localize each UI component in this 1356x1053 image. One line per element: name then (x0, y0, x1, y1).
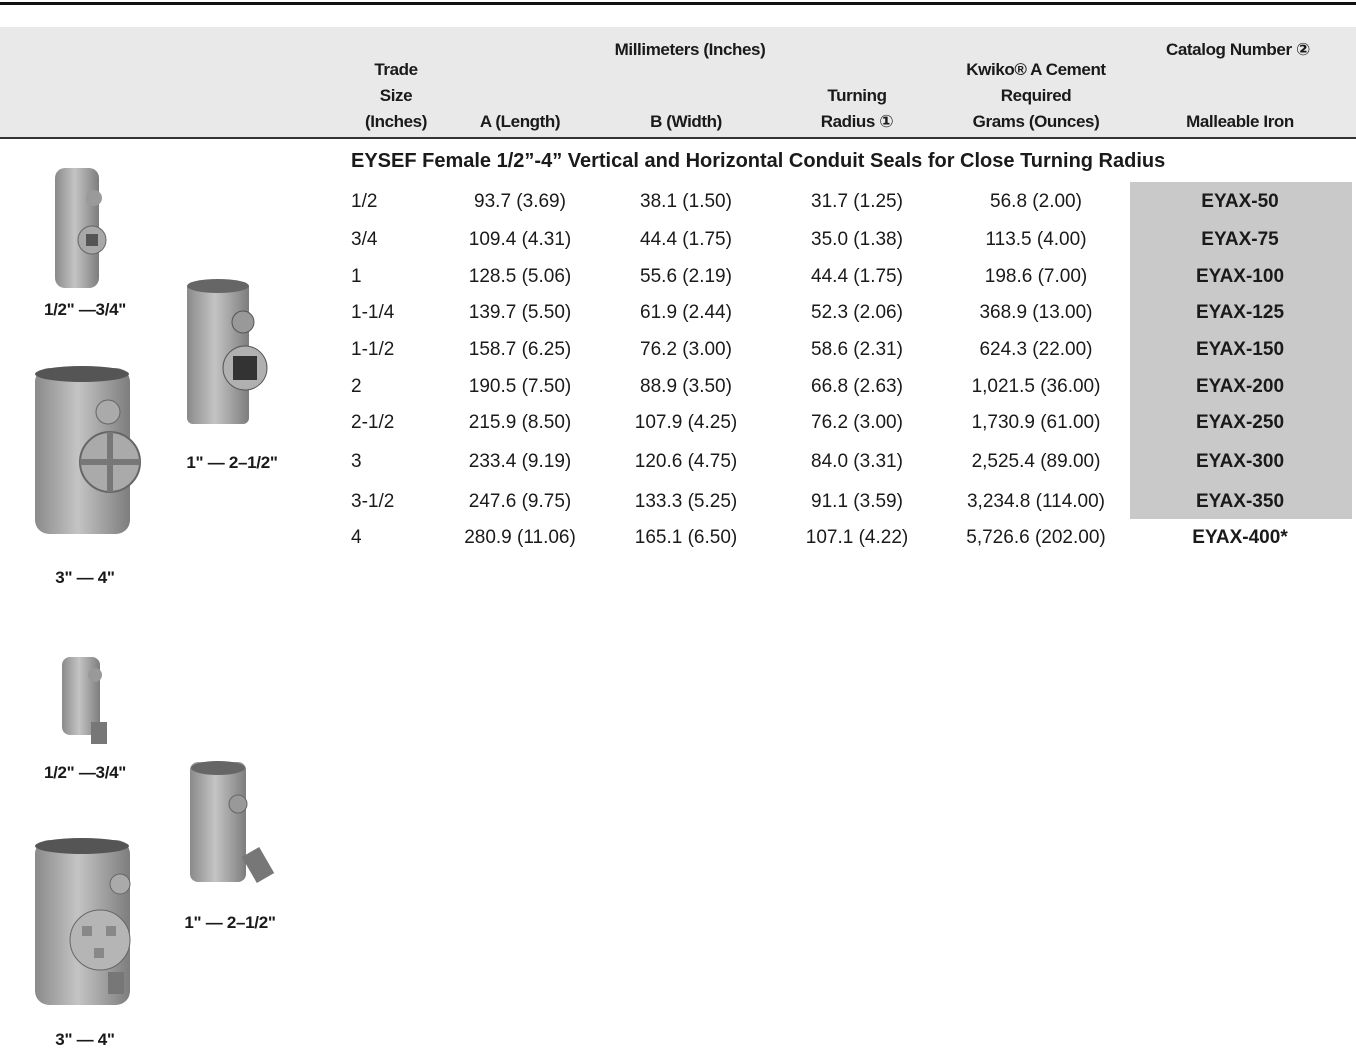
table-cell: EYAX-300 (1195, 451, 1285, 472)
table-cell: 133.3 (5.25) (634, 491, 738, 512)
table-cell: EYAX-250 (1195, 412, 1285, 433)
table-cell: 31.7 (1.25) (811, 191, 903, 212)
table-cell: 247.6 (9.75) (468, 491, 572, 512)
table-cell: EYAX-125 (1195, 302, 1285, 323)
table-cell: 56.8 (2.00) (990, 191, 1082, 212)
table-cell: EYAX-150 (1195, 339, 1285, 360)
table-cell: 280.9 (11.06) (464, 527, 576, 548)
column-header: (Inches) (365, 112, 427, 131)
table-cell: 52.3 (2.06) (811, 302, 903, 323)
top-rule (0, 2, 1356, 5)
table-cell: EYAX-100 (1195, 266, 1285, 287)
image-caption: 1" — 2–1/2" (184, 913, 276, 932)
table-cell: 1-1/4 (351, 302, 395, 323)
table-cell: 93.7 (3.69) (474, 191, 566, 212)
table-cell: 66.8 (2.63) (811, 376, 903, 397)
table-cell: 107.9 (4.25) (634, 412, 738, 433)
table-cell: 91.1 (3.59) (811, 491, 903, 512)
table-cell: 3/4 (351, 229, 378, 250)
column-header: Radius ① (820, 112, 894, 131)
table-cell: 198.6 (7.00) (984, 266, 1088, 287)
table-cell: 84.0 (3.31) (811, 451, 903, 472)
column-header: Trade (374, 60, 418, 79)
table-cell: 1,730.9 (61.00) (971, 412, 1101, 433)
table-cell: 2-1/2 (351, 412, 395, 433)
group-header: Millimeters (Inches) (614, 40, 766, 59)
column-header: Required (1000, 86, 1072, 105)
image-caption: 1" — 2–1/2" (186, 453, 278, 472)
table-cell: EYAX-50 (1201, 191, 1279, 212)
table-cell: 3-1/2 (351, 491, 395, 512)
table-cell: 1 (351, 266, 362, 287)
header-band (0, 27, 1356, 139)
table-cell: 158.7 (6.25) (468, 339, 572, 360)
table-cell: 190.5 (7.50) (468, 376, 572, 397)
table-cell: 44.4 (1.75) (640, 229, 732, 250)
fitting-small-2 (62, 657, 107, 744)
table-cell: 109.4 (4.31) (468, 229, 572, 250)
table-cell: 139.7 (5.50) (468, 302, 572, 323)
group-header: Catalog Number ② (1165, 40, 1311, 59)
table-cell: 1/2 (351, 191, 378, 212)
table-cell: 61.9 (2.44) (640, 302, 732, 323)
product-images (35, 168, 275, 1005)
table-cell: 76.2 (3.00) (640, 339, 732, 360)
fitting-medium-2 (190, 761, 275, 883)
table-cell: 58.6 (2.31) (811, 339, 903, 360)
table-cell: 128.5 (5.06) (468, 266, 572, 287)
table-cell: EYAX-400* (1192, 527, 1288, 548)
table-cell: 2 (351, 376, 362, 397)
table-cell: 107.1 (4.22) (805, 527, 909, 548)
fitting-large (35, 366, 141, 534)
table-cell: 55.6 (2.19) (640, 266, 732, 287)
table-cell: 2,525.4 (89.00) (971, 451, 1101, 472)
column-header: Grams (Ounces) (972, 112, 1100, 131)
table-cell: 38.1 (1.50) (640, 191, 732, 212)
catalog-shade (1130, 182, 1352, 519)
table-cell: 1-1/2 (351, 339, 395, 360)
table-cell: EYAX-200 (1195, 376, 1285, 397)
table-cell: 44.4 (1.75) (811, 266, 903, 287)
column-header: A (Length) (479, 112, 561, 131)
image-caption: 1/2" —3/4" (43, 300, 127, 319)
table-cell: 215.9 (8.50) (468, 412, 572, 433)
table-cell: EYAX-350 (1195, 491, 1285, 512)
table-cell: 5,726.6 (202.00) (966, 527, 1106, 548)
column-header: B (Width) (650, 112, 722, 131)
image-caption: 3" — 4" (55, 568, 115, 587)
section-title: EYSEF Female 1/2”-4” Vertical and Horizo… (351, 150, 1166, 172)
table-cell: 113.5 (4.00) (985, 229, 1087, 250)
table-cell: 3 (351, 451, 362, 472)
table-cell: 1,021.5 (36.00) (971, 376, 1101, 397)
table-cell: 233.4 (9.19) (468, 451, 572, 472)
table-cell: 120.6 (4.75) (634, 451, 738, 472)
column-header: Turning (827, 86, 887, 105)
fitting-large-2 (35, 838, 131, 1005)
table-cell: 368.9 (13.00) (979, 302, 1093, 323)
table-cell: 4 (351, 527, 362, 548)
fitting-small (55, 168, 107, 288)
table-cell: EYAX-75 (1201, 229, 1279, 250)
table-cell: 624.3 (22.00) (979, 339, 1093, 360)
column-header: Size (379, 86, 413, 105)
fitting-medium (187, 279, 268, 424)
table-cell: 165.1 (6.50) (634, 527, 738, 548)
image-caption: 3" — 4" (55, 1030, 115, 1049)
table-cell: 88.9 (3.50) (640, 376, 732, 397)
table-cell: 35.0 (1.38) (811, 229, 903, 250)
table-cell: 76.2 (3.00) (811, 412, 903, 433)
table-cell: 3,234.8 (114.00) (966, 491, 1106, 512)
column-header: Malleable Iron (1186, 112, 1294, 131)
image-caption: 1/2" —3/4" (43, 763, 127, 782)
column-header: Kwiko® A Cement (966, 60, 1106, 79)
